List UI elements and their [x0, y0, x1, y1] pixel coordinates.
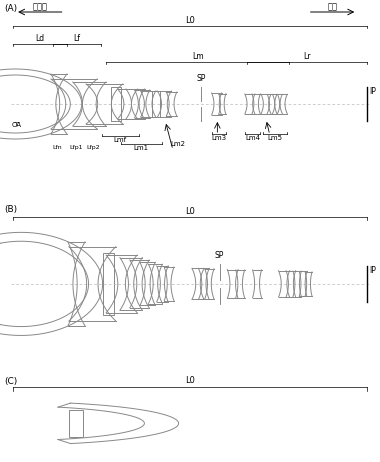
Text: IP: IP	[369, 266, 376, 275]
Text: L0: L0	[185, 16, 195, 25]
Text: OA: OA	[12, 122, 22, 128]
Text: 物体側: 物体側	[32, 2, 48, 11]
Text: Lfn: Lfn	[52, 145, 62, 150]
Text: SP: SP	[215, 251, 224, 261]
Text: Lr: Lr	[303, 52, 310, 61]
Text: SP: SP	[197, 74, 206, 83]
Bar	[69, 410, 82, 437]
Bar	[111, 87, 121, 121]
Text: IP: IP	[369, 87, 376, 96]
Text: Lmf: Lmf	[114, 137, 127, 143]
Text: Lfp1: Lfp1	[69, 145, 83, 150]
Text: Lf: Lf	[73, 34, 81, 43]
Text: (C): (C)	[4, 377, 17, 386]
Text: 像側: 像側	[328, 2, 337, 11]
Text: L0: L0	[185, 376, 195, 385]
Text: Lm4: Lm4	[245, 135, 260, 141]
Text: L0: L0	[185, 207, 195, 216]
Text: (B): (B)	[4, 205, 17, 214]
Text: Ld: Ld	[35, 34, 44, 43]
Text: Lfp2: Lfp2	[86, 145, 100, 150]
Text: Lm1: Lm1	[134, 145, 149, 151]
Bar	[152, 91, 160, 117]
Bar	[103, 253, 114, 315]
Text: Lm5: Lm5	[268, 135, 282, 141]
Text: Lm2: Lm2	[170, 141, 185, 147]
Text: (A): (A)	[4, 4, 17, 13]
Text: Lm: Lm	[192, 52, 203, 61]
Text: Lm3: Lm3	[212, 135, 226, 141]
